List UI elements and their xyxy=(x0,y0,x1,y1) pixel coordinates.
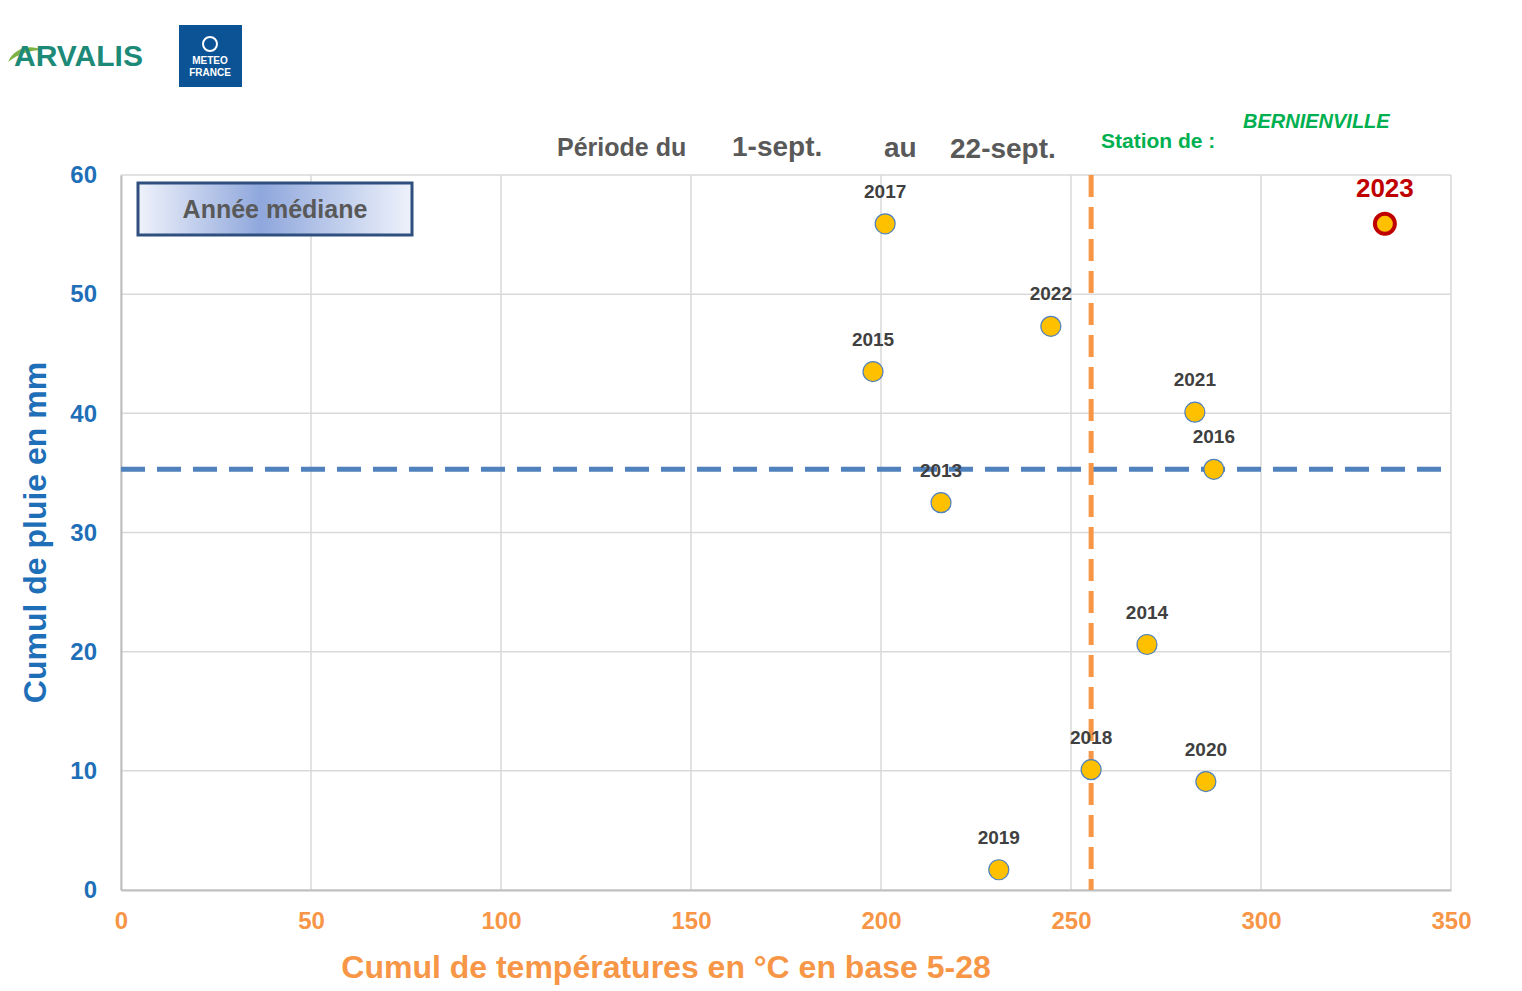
x-tick: 350 xyxy=(1431,890,1471,934)
x-tick-label: 200 xyxy=(861,907,901,934)
point-label: 2023 xyxy=(1356,173,1414,203)
y-tick-label: 20 xyxy=(70,638,97,665)
point xyxy=(1081,760,1101,780)
logos: ARVALIS METEOFRANCE xyxy=(8,25,242,87)
x-tick-label: 300 xyxy=(1241,907,1281,934)
x-tick: 50 xyxy=(298,890,325,934)
point xyxy=(1137,635,1157,655)
grid-line-y xyxy=(121,770,1451,772)
title-text: 22-sept. xyxy=(950,133,1056,164)
point xyxy=(1196,772,1216,792)
point-labels: 2013 2014 2015 2016 2017 2018 2019 2020 2021 2022… xyxy=(852,173,1414,848)
y-tick: 20 xyxy=(70,638,121,665)
point-label: 2014 xyxy=(1126,602,1169,623)
x-tick: 250 xyxy=(1051,890,1091,934)
y-axis-line xyxy=(121,176,123,891)
annotation-box xyxy=(138,183,412,235)
chart: ARVALIS METEOFRANCE Période du 1-sept. au 22-… xyxy=(0,0,1522,991)
x-tick: 100 xyxy=(481,890,521,934)
grid xyxy=(121,175,1451,890)
x-tick: 150 xyxy=(671,890,711,934)
title-text: au xyxy=(884,132,917,163)
point xyxy=(1185,402,1205,422)
x-tick-label: 100 xyxy=(481,907,521,934)
y-tick-label: 30 xyxy=(70,519,97,546)
grid-line-y xyxy=(121,174,1451,176)
point-label: 2022 xyxy=(1030,283,1072,304)
title: Période du 1-sept. au 22-sept. Station de : B… xyxy=(557,110,1390,164)
point xyxy=(875,214,895,234)
title-text: Période du xyxy=(557,133,686,161)
grid-line-x xyxy=(120,175,122,890)
x-axis-title: Cumul de températures en °C en base 5-28 xyxy=(341,949,990,985)
point xyxy=(1375,214,1395,234)
median-line-y xyxy=(121,467,1451,472)
point-label: 2018 xyxy=(1070,727,1112,748)
y-tick-label: 60 xyxy=(70,161,97,188)
station-name: BERNIENVILLE xyxy=(1243,110,1390,132)
station-label: Station de : xyxy=(1101,129,1215,152)
logo-meteo-box xyxy=(179,25,242,87)
point-label: 2019 xyxy=(978,827,1020,848)
y-axis: 0 10 20 30 40 50 60 xyxy=(70,161,121,903)
x-tick-label: 350 xyxy=(1431,907,1471,934)
y-tick-label: 50 xyxy=(70,280,97,307)
y-tick-label: 10 xyxy=(70,757,97,784)
grid-line-y xyxy=(121,532,1451,534)
logo-meteo-icon xyxy=(203,37,217,51)
x-tick-label: 250 xyxy=(1051,907,1091,934)
point xyxy=(863,362,883,382)
annotation-text: Année médiane xyxy=(183,195,368,223)
grid-line-y xyxy=(121,413,1451,415)
point xyxy=(1204,459,1224,479)
logo-meteo-text: FRANCE xyxy=(189,67,231,78)
logo-meteo-text: METEO xyxy=(192,55,228,66)
x-axis-line xyxy=(122,890,1452,892)
x-tick-label: 50 xyxy=(298,907,325,934)
y-tick: 40 xyxy=(70,400,121,427)
point-label: 2021 xyxy=(1174,369,1217,390)
y-tick: 60 xyxy=(70,161,121,188)
y-tick: 0 xyxy=(84,876,121,903)
plot-area xyxy=(121,175,1451,890)
annotation: Année médiane xyxy=(138,183,412,235)
x-tick: 200 xyxy=(861,890,901,934)
point xyxy=(931,493,951,513)
x-tick: 300 xyxy=(1241,890,1281,934)
point-label: 2020 xyxy=(1185,739,1227,760)
point-label: 2013 xyxy=(920,460,962,481)
x-tick-label: 0 xyxy=(115,907,128,934)
grid-line-y xyxy=(121,889,1451,891)
point xyxy=(989,860,1009,880)
x-axis: 0 50 100 150 200 250 300 350 xyxy=(115,890,1472,934)
grid-line-y xyxy=(121,651,1451,653)
point-label: 2017 xyxy=(864,181,906,202)
x-tick: 0 xyxy=(115,890,128,934)
grid-line-y xyxy=(121,293,1451,295)
point-label: 2015 xyxy=(852,329,895,350)
x-tick-label: 150 xyxy=(671,907,711,934)
point-label: 2016 xyxy=(1193,426,1235,447)
y-tick-label: 40 xyxy=(70,400,97,427)
y-tick: 10 xyxy=(70,757,121,784)
median-line-x xyxy=(1089,175,1094,890)
point xyxy=(1041,316,1061,336)
title-text: 1-sept. xyxy=(732,131,822,162)
y-tick-label: 0 xyxy=(84,876,97,903)
y-tick: 50 xyxy=(70,280,121,307)
y-axis-title: Cumul de pluie en mm xyxy=(17,362,53,703)
y-tick: 30 xyxy=(70,519,121,546)
logo-arvalis: ARVALIS xyxy=(14,39,143,72)
